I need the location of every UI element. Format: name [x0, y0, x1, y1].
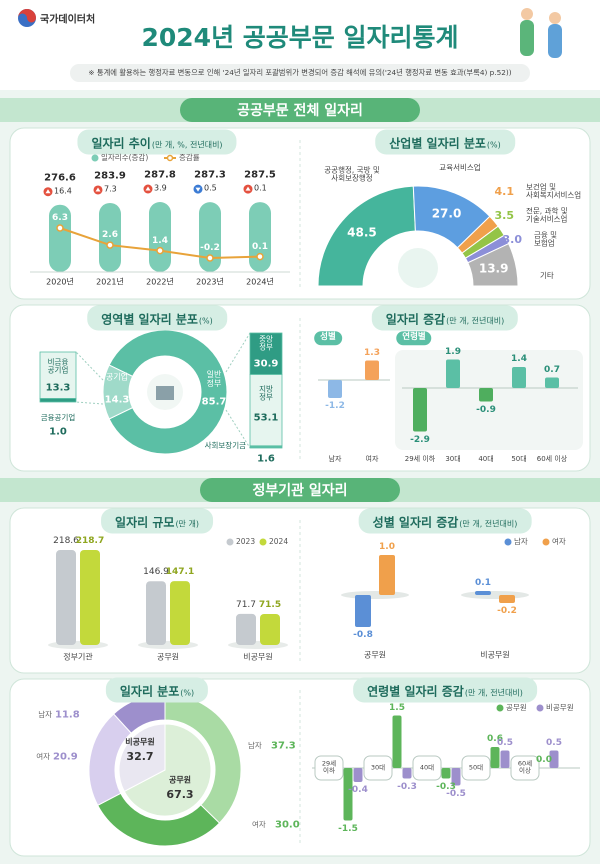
- baseline: [341, 591, 409, 599]
- change-arrow: [45, 189, 51, 194]
- bar: [441, 768, 451, 779]
- legend-swatch: [542, 538, 550, 546]
- stacked-bar: [39, 351, 77, 399]
- bar: [353, 768, 363, 782]
- connector: [75, 351, 104, 381]
- note-bg: [70, 64, 530, 82]
- legend-swatch: [496, 704, 504, 712]
- bar: [475, 591, 491, 595]
- connector: [75, 401, 104, 405]
- legend-swatch: [166, 154, 174, 162]
- bar: [236, 613, 256, 645]
- bar: [249, 202, 271, 272]
- point: [156, 246, 164, 255]
- bar: [49, 204, 71, 272]
- segment: [118, 723, 166, 793]
- bar: [379, 555, 395, 595]
- bar: [446, 359, 460, 388]
- logo-mark-top: [18, 9, 36, 23]
- deco-figure: [521, 8, 533, 20]
- bar: [392, 715, 402, 768]
- category-chip: [363, 755, 393, 781]
- legend-swatch: [259, 538, 267, 546]
- segment: [123, 723, 212, 817]
- bar: [413, 388, 427, 432]
- legend-swatch: [504, 538, 512, 546]
- category-chip: [510, 755, 540, 781]
- deco-figure: [549, 12, 561, 24]
- bar: [451, 768, 461, 786]
- bar: [512, 367, 526, 388]
- bar: [490, 747, 500, 768]
- bar: [355, 595, 371, 627]
- section-pill: [200, 478, 400, 502]
- change-arrow: [145, 186, 151, 191]
- point: [206, 254, 214, 262]
- bar: [402, 768, 412, 779]
- bar: [499, 595, 515, 603]
- center-icon: [398, 248, 438, 288]
- segment: [102, 364, 134, 420]
- stacked-bar: [249, 374, 283, 447]
- deco-figure: [520, 20, 534, 56]
- bar: [146, 581, 166, 645]
- bar: [99, 202, 121, 272]
- bar: [343, 768, 353, 821]
- stacked-bar: [249, 445, 283, 449]
- category-chip: [412, 755, 442, 781]
- bar: [80, 550, 100, 645]
- section-pill: [180, 98, 420, 122]
- bar: [170, 581, 190, 645]
- bar: [545, 377, 559, 388]
- legend-swatch: [91, 154, 99, 162]
- segment: [164, 693, 242, 824]
- change-arrow: [195, 187, 201, 192]
- bar: [500, 750, 510, 768]
- bar: [260, 613, 280, 645]
- bar: [199, 202, 221, 272]
- bar: [549, 750, 559, 768]
- point: [56, 224, 64, 232]
- stacked-bar: [39, 398, 77, 403]
- segment: [317, 185, 416, 287]
- category-chip: [314, 755, 344, 781]
- change-arrow: [95, 187, 101, 192]
- segment: [108, 329, 228, 455]
- point: [256, 252, 264, 261]
- point: [106, 241, 114, 249]
- bar: [365, 360, 379, 380]
- legend-swatch: [226, 538, 234, 546]
- baseline: [461, 591, 529, 599]
- segment: [112, 693, 166, 734]
- bar: [149, 202, 171, 272]
- legend-swatch: [536, 704, 544, 712]
- stacked-bar: [249, 332, 283, 375]
- category-chip: [461, 755, 491, 781]
- bar: [479, 388, 493, 402]
- connector: [225, 409, 251, 449]
- bar: [56, 550, 76, 645]
- segment: [467, 243, 519, 287]
- center-icon: [156, 386, 174, 400]
- change-arrow: [245, 186, 251, 191]
- deco-figure: [548, 24, 562, 58]
- bar: [328, 380, 342, 398]
